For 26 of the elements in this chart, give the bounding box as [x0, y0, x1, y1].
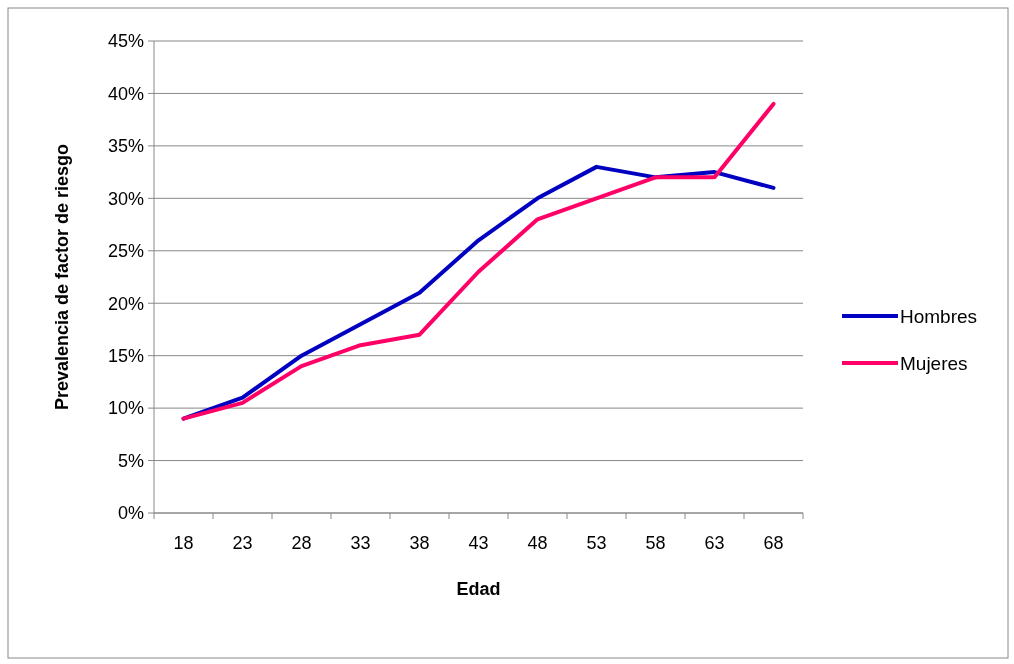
y-tick-label: 45% [107, 31, 144, 52]
x-tick-label: 38 [409, 533, 430, 553]
x-tick-label: 53 [586, 533, 607, 553]
legend-label: Hombres [900, 305, 978, 327]
legend-label: Mujeres [900, 352, 968, 374]
x-tick-label: 18 [173, 533, 194, 553]
y-tick-label: 25% [107, 241, 144, 262]
x-tick-label: 28 [291, 533, 312, 553]
x-tick-label: 33 [350, 533, 371, 553]
y-tick-label: 10% [107, 398, 144, 419]
y-tick-label: 35% [107, 136, 144, 157]
x-axis-title: Edad [456, 579, 501, 599]
x-tick-label: 68 [763, 533, 784, 553]
y-tick-label: 40% [107, 83, 144, 104]
y-axis-title: Prevalencia de factor de riesgo [52, 143, 72, 411]
y-tick-label: 0% [117, 503, 144, 524]
y-tick-label: 30% [107, 188, 144, 209]
line-series [181, 101, 776, 421]
x-tick-label: 63 [704, 533, 725, 553]
x-tick-label: 58 [645, 533, 666, 553]
x-tick-label: 48 [527, 533, 548, 553]
y-tick-label: 20% [107, 293, 144, 314]
x-tick-label: 43 [468, 533, 489, 553]
y-tick-label: 5% [117, 450, 144, 471]
x-tick-label: 23 [232, 533, 253, 553]
y-tick-label: 15% [107, 345, 144, 366]
